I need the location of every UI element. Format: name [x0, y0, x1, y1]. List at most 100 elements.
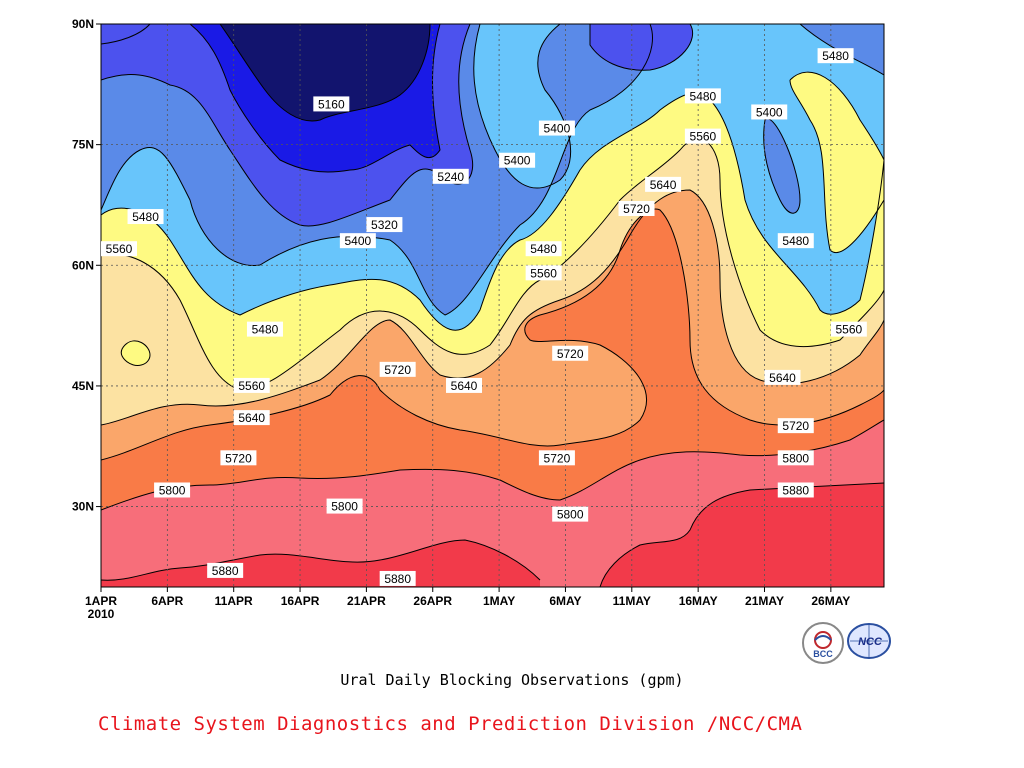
contour-label-bg: [246, 321, 283, 337]
contour-label-bg: [339, 233, 376, 249]
contour-label-bg: [684, 88, 721, 104]
contour-label: 5480: [817, 48, 854, 64]
y-tick-label: 60N: [72, 258, 94, 272]
contour-label-text: 5480: [530, 242, 557, 256]
contour-label-text: 5640: [451, 379, 478, 393]
contour-label-bg: [432, 168, 469, 184]
contour-label-text: 5480: [782, 234, 809, 248]
contour-label-bg: [538, 120, 575, 136]
contour-label-bg: [684, 128, 721, 144]
contour-label-text: 5400: [345, 234, 372, 248]
contour-label: 5160: [313, 96, 350, 112]
contour-label-text: 5400: [756, 105, 783, 119]
contour-label: 5480: [684, 88, 721, 104]
plot-area: [101, 24, 884, 587]
x-tick-label: 11MAY: [613, 594, 651, 608]
contour-label-bg: [525, 265, 562, 281]
contour-label-bg: [538, 450, 575, 466]
contour-label: 5240: [432, 168, 469, 184]
contour-label: 5800: [154, 482, 191, 498]
contour-label-bg: [220, 450, 257, 466]
contour-label-text: 5480: [690, 89, 717, 103]
ncc-logo: NCC: [846, 622, 892, 660]
contour-label: 5880: [379, 570, 416, 586]
contour-label-text: 5800: [331, 500, 358, 514]
patch-blue-top-right: [590, 24, 693, 71]
contour-label-bg: [379, 570, 416, 586]
contour-label-bg: [366, 217, 403, 233]
contour-label: 5880: [207, 562, 244, 578]
contour-label-bg: [751, 104, 788, 120]
contour-label-bg: [499, 152, 536, 168]
band-5160: [220, 24, 430, 121]
contour-label: 5560: [101, 241, 137, 257]
contour-label-text: 5160: [318, 97, 345, 111]
contour-label-text: 5640: [769, 371, 796, 385]
contour-label-bg: [525, 241, 562, 257]
contour-label-text: 5480: [252, 323, 279, 337]
contour-label: 5560: [233, 377, 270, 393]
y-tick-label: 75N: [72, 138, 94, 152]
contour-label: 5560: [684, 128, 721, 144]
contour-label: 5880: [777, 482, 814, 498]
contour-label: 5640: [233, 410, 270, 426]
contour-label-bg: [446, 377, 483, 393]
contour-label: 5560: [830, 321, 867, 337]
y-tick-label: 30N: [72, 500, 94, 514]
x-tick-label: 16MAY: [679, 594, 718, 608]
contour-label-text: 5560: [690, 130, 717, 144]
contour-label-text: 5640: [238, 411, 265, 425]
contour-label-text: 5560: [106, 242, 133, 256]
contour-label: 5400: [538, 120, 575, 136]
contour-label: 5400: [339, 233, 376, 249]
bcc-logo-text: BCC: [813, 649, 833, 659]
contour-label-bg: [777, 418, 814, 434]
contour-label-bg: [618, 200, 655, 216]
contour-label: 5720: [552, 345, 589, 361]
contour-label: 5720: [379, 361, 416, 377]
chart-title: Ural Daily Blocking Observations (gpm): [340, 671, 684, 689]
contour-label-bg: [233, 377, 270, 393]
x-tick-label: 26MAY: [811, 594, 850, 608]
x-tick-label: 16APR: [281, 594, 320, 608]
x-tick-label: 11APR: [215, 594, 253, 608]
contour-label: 5800: [326, 498, 363, 514]
contour-label: 5640: [446, 377, 483, 393]
contour-label-text: 5400: [504, 154, 531, 168]
contour-label-text: 5480: [132, 210, 159, 224]
contour-label-bg: [817, 48, 854, 64]
contour-label-text: 5880: [212, 564, 239, 578]
contour-label: 5480: [127, 209, 164, 225]
contour-label-bg: [127, 209, 164, 225]
contour-label: 5640: [645, 176, 682, 192]
contour-label-text: 5720: [225, 451, 252, 465]
contour-label: 5560: [525, 265, 562, 281]
x-tick-label: 21APR: [347, 594, 386, 608]
contour-label-text: 5640: [650, 178, 677, 192]
contour-label-bg: [313, 96, 350, 112]
contour-label: 5800: [552, 506, 589, 522]
contour-label-text: 5240: [437, 170, 464, 184]
contour-label-bg: [777, 482, 814, 498]
patch-blue-top-left: [101, 24, 150, 44]
contour-label-bg: [326, 498, 363, 514]
y-tick-label: 90N: [72, 17, 94, 31]
contour-label-text: 5480: [822, 49, 849, 63]
contour-label: 5480: [525, 241, 562, 257]
x-tick-label: 1MAY: [483, 594, 515, 608]
contour-label: 5400: [751, 104, 788, 120]
contour-label-text: 5800: [159, 483, 186, 497]
contour-label: 5720: [220, 450, 257, 466]
contour-label-text: 5800: [557, 508, 584, 522]
patch-yellow-right: [790, 72, 884, 253]
contour-label-text: 5320: [371, 218, 398, 232]
contour-label-text: 5720: [623, 202, 650, 216]
contour-label-bg: [207, 562, 244, 578]
contour-label: 5640: [764, 369, 801, 385]
x-tick-label: 26APR: [413, 594, 452, 608]
contour-label-text: 5720: [782, 419, 809, 433]
plot-frame: [100, 23, 885, 588]
contour-label: 5320: [366, 217, 403, 233]
contour-label-text: 5800: [782, 451, 809, 465]
